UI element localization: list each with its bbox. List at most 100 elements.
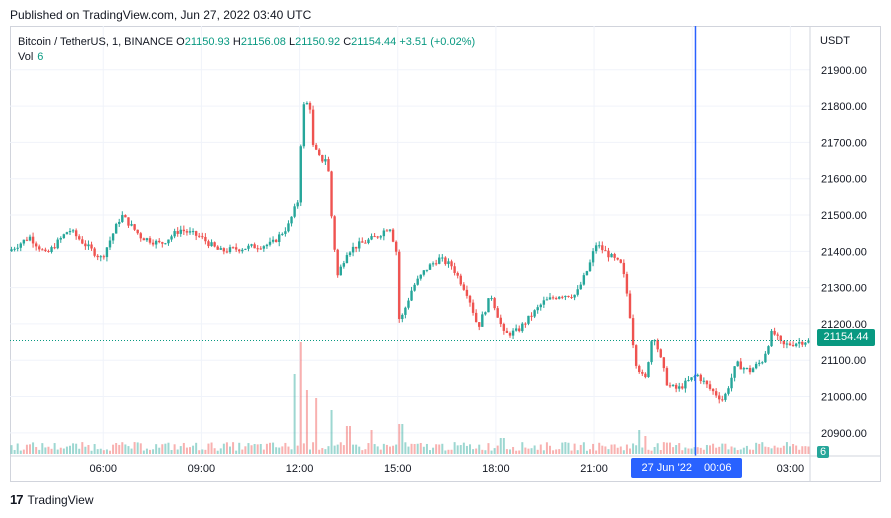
candle [302,101,306,149]
candle-body [798,341,801,344]
candle [401,313,404,323]
candle [721,395,724,402]
volume-bar [776,447,779,454]
volume-bar [13,450,16,454]
candle [788,341,792,346]
candle [745,367,749,370]
volume-bar [770,448,773,454]
footer-brand[interactable]: 17 TradingView [10,492,94,507]
volume-bar [410,443,413,454]
volume-bar [659,450,662,454]
candle-body [219,248,222,250]
volume-bar [422,446,425,454]
volume-bar [247,443,250,454]
candle-body [182,229,186,232]
volume-bar [681,450,684,454]
volume-bar [487,443,490,454]
volume-bar [182,442,185,454]
volume-bar [438,444,441,454]
volume-bar [315,398,318,454]
volume-bar [118,444,121,454]
volume-bar [158,447,161,454]
volume-bar [272,442,275,454]
volume-bar [330,410,333,454]
volume-bar [444,450,447,454]
candle-body [118,221,121,224]
volume-bar [382,443,385,454]
volume-bar [10,445,13,454]
candle-body [296,202,299,207]
volume-bar [472,449,475,454]
volume-bar [736,450,739,454]
candle-body [68,231,72,233]
volume-bar [238,442,241,454]
candle-body [619,259,622,263]
candle-body [284,231,287,234]
volume-bar [25,444,28,454]
candle [391,228,395,243]
candle-body [610,254,613,258]
volume-bar [235,450,238,454]
candle-body [459,275,462,285]
volume-bar [490,450,493,454]
candle [474,309,478,323]
candle-body [807,340,810,343]
candle [198,232,201,238]
volume-bar [570,450,573,454]
volume-bar [795,445,798,454]
candle-body [139,233,142,239]
volume-bar [290,449,293,454]
candle [484,311,487,316]
price-tick-label: 21900.00 [821,65,867,77]
candle [693,374,696,382]
volume-bar [807,446,810,454]
candle-body [539,304,542,308]
candle-body [398,251,401,320]
volume-bar [16,443,19,454]
candle [228,244,232,254]
open-value: 21150.93 [184,36,230,48]
candle [191,228,195,235]
candle-body [90,244,93,249]
candle-body [659,349,662,358]
candle-body [530,315,533,317]
volume-bar [275,447,278,454]
candle-body [127,217,130,226]
candle-body [358,241,361,249]
candle [407,297,410,310]
candle-body [742,368,746,370]
volume-bar [755,442,758,454]
candle [481,311,484,327]
candle [339,264,342,276]
volume-bar [373,444,376,454]
candle [158,238,161,244]
volume-bar [293,374,296,454]
candlestick-chart[interactable]: 20900.00 21000.00 21100.00 21200.00 21300.00… [10,26,881,482]
candle [764,351,767,363]
candle-body [391,229,395,242]
candle [314,143,318,151]
volume-bar [576,450,579,454]
candle-body [745,367,749,369]
volume-bar [792,444,795,454]
candle-body [136,229,139,234]
candle [499,314,502,328]
candle-body [370,236,373,240]
candle-body [631,318,635,346]
candle-body [711,388,715,392]
volume-bar [635,445,638,454]
candle [376,235,379,239]
volume-bar [502,438,505,454]
candle [521,322,524,333]
candle-body [693,376,696,378]
candle-body [496,308,499,318]
volume-bar [715,447,718,454]
volume-bar [727,449,730,454]
volume-bar [210,442,213,454]
candle [130,220,133,227]
open-label: O [176,36,185,48]
volume-bar [395,444,398,454]
candle [653,339,656,346]
candle-body [804,342,807,345]
volume-bar [155,444,158,454]
